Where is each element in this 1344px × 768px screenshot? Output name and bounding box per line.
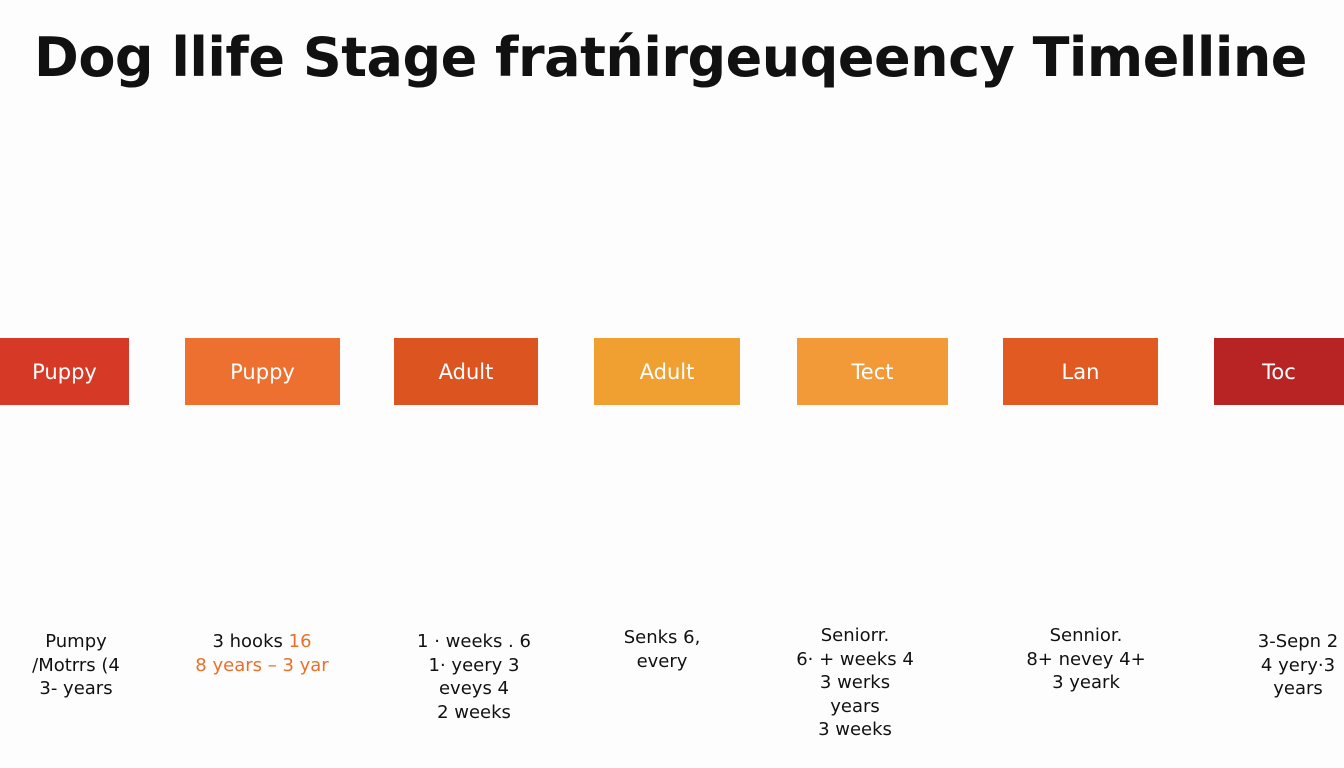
stage-caption: Sennior. 8+ nevey 4+ 3 yeark: [1026, 624, 1145, 695]
caption-line: 3 werks: [819, 672, 891, 693]
caption-line: 8+ nevey 4+: [1026, 648, 1146, 670]
caption-line: years: [830, 695, 880, 717]
stage-caption: 3 hooks 16 8 years – 3 yar: [195, 630, 328, 677]
caption-line: years: [1273, 678, 1323, 699]
stage-box: Puppy: [0, 338, 129, 405]
caption-line: Seniorr.: [820, 625, 890, 646]
stage-caption: Pumpy /Motrrs (4 3- years: [32, 630, 120, 701]
caption-line: /Motrrs (4: [32, 654, 120, 676]
caption-text: 3 hooks: [212, 631, 283, 652]
stage-box: Toc: [1214, 338, 1344, 405]
caption-line: 8 years – 3 yar: [195, 654, 329, 676]
caption-line: eveys 4: [438, 678, 509, 699]
caption-line: 3-Sepn 2: [1257, 631, 1339, 652]
caption-line: every: [636, 650, 688, 672]
caption-text: 16: [288, 631, 312, 652]
caption-line: 1 · weeks . 6: [417, 631, 531, 652]
stage-caption: 1 · weeks . 6 1· yeery 3 eveys 4 2 weeks: [417, 630, 531, 724]
stage-caption: Seniorr. 6· + weeks 4 3 werks years 3 we…: [796, 624, 914, 742]
caption-line: 3 weeks: [818, 719, 892, 740]
stage-box: Adult: [594, 338, 740, 405]
stage-box: Adult: [394, 338, 538, 405]
caption-line: 6· + weeks 4: [796, 648, 914, 670]
caption-line: 4 yery·3: [1260, 654, 1336, 676]
caption-line: 3- years: [39, 678, 113, 699]
caption-line: 3 hooks 16: [195, 630, 328, 654]
caption-line: Pumpy: [45, 631, 107, 652]
title: Dog llife Stage fratńirgeuqeency Timelli…: [34, 26, 1307, 89]
stage-box: Lan: [1003, 338, 1158, 405]
caption-line: 2 weeks: [437, 701, 511, 723]
stage-caption: 3-Sepn 2 4 yery·3 years: [1258, 630, 1338, 701]
stage-box: Puppy: [185, 338, 340, 405]
stage-box: Tect: [797, 338, 948, 405]
stage-caption: Senks 6, every: [624, 626, 701, 673]
caption-line: Senks 6,: [623, 627, 701, 648]
caption-line: 1· yeery 3: [428, 654, 520, 676]
caption-line: Sennior.: [1049, 625, 1123, 646]
caption-line: 3 yeark: [1052, 672, 1120, 693]
